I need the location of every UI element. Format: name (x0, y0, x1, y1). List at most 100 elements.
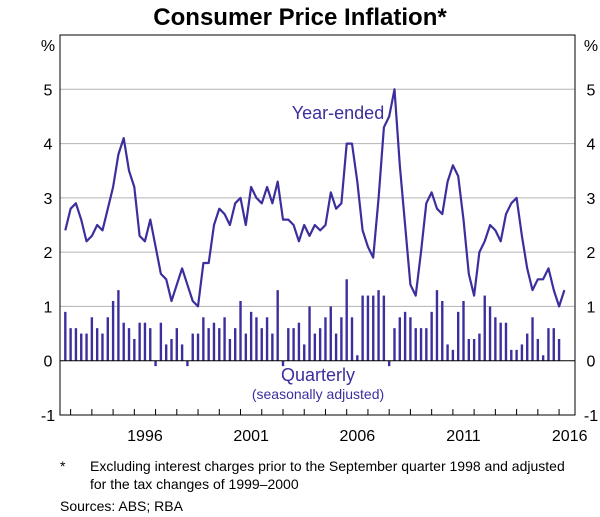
quarterly-bar (340, 317, 343, 361)
quarterly-bar (149, 328, 152, 361)
quarterly-bar (414, 328, 417, 361)
quarterly-bar (64, 311, 67, 361)
quarterly-bar (218, 328, 221, 361)
quarterly-bar (249, 311, 253, 361)
year-ended-line (64, 88, 566, 308)
quarterly-bar (186, 360, 189, 367)
y-tick-label-right: -1 (584, 408, 598, 425)
y-tick-label-left: 5 (44, 82, 53, 99)
quarterly-bar (308, 306, 311, 361)
quarterly-bar (510, 349, 513, 361)
quarterly-bar (106, 317, 109, 361)
quarterly-bar (531, 317, 534, 361)
quarterly-bar (526, 333, 529, 361)
quarterly-bar (234, 328, 237, 361)
y-tick-label-left: 4 (44, 137, 53, 154)
quarterly-bar (361, 295, 364, 361)
quarterly-bar (287, 328, 290, 361)
quarterly-bar (111, 301, 115, 361)
y-unit-right: % (584, 38, 598, 55)
quarterly-bar (478, 333, 481, 361)
quarterly-bar (329, 306, 332, 361)
y-unit-left: % (41, 38, 55, 55)
quarterly-bar (425, 328, 428, 361)
quarterly-bar (122, 322, 125, 361)
quarterly-bar (345, 279, 348, 361)
quarterly-bar (117, 290, 120, 361)
quarterly-bar (260, 328, 263, 361)
quarterly-bar (255, 317, 258, 361)
quarterly-bar (154, 360, 157, 367)
quarterly-bar (239, 301, 242, 361)
quarterly-bar (80, 333, 83, 361)
quarterly-bar (175, 328, 178, 361)
quarterly-bar (202, 317, 205, 361)
quarterly-bar (403, 311, 407, 361)
x-tick-label: 2006 (340, 428, 376, 445)
quarterly-bar (536, 339, 540, 361)
quarterly-bar (244, 333, 248, 361)
quarterly-sublabel: (seasonally adjusted) (252, 386, 384, 402)
quarterly-bar (133, 339, 136, 361)
quarterly-bar (451, 349, 455, 361)
x-tick-labels: 1996 2001 2006 2011 2016 (127, 428, 587, 445)
quarterly-bar (212, 322, 216, 361)
quarterly-bar (372, 295, 375, 361)
quarterly-bar (271, 333, 274, 361)
quarterly-bar (356, 355, 359, 361)
quarterly-bar (138, 322, 141, 361)
quarterly-bar (547, 328, 550, 361)
quarterly-bar (366, 295, 370, 361)
year-ended-label: Year-ended (292, 103, 384, 123)
quarterly-bar (409, 317, 412, 361)
quarterly-bar (95, 328, 99, 361)
quarterly-bar (90, 317, 94, 361)
quarterly-bar (313, 333, 317, 361)
quarterly-bar (324, 317, 327, 361)
quarterly-bar (207, 328, 210, 361)
quarterly-bar (159, 322, 163, 361)
quarterly-bar (382, 295, 386, 361)
quarterly-bar (520, 344, 524, 361)
quarterly-bar (499, 322, 502, 361)
y-tick-label-left: 0 (44, 354, 53, 371)
chart-title: Consumer Price Inflation* (153, 4, 447, 31)
quarterly-bar (441, 301, 444, 361)
quarterly-bar (435, 290, 439, 361)
quarterly-bars (64, 279, 561, 367)
quarterly-bar (292, 328, 295, 361)
quarterly-bar (504, 322, 508, 361)
sources: Sources: ABS; RBA (60, 498, 183, 514)
quarterly-bar (281, 360, 285, 367)
quarterly-bar (350, 317, 354, 361)
footnote-marker: * (60, 458, 66, 474)
footnote-text: Excluding interest charges prior to the … (90, 458, 565, 492)
y-tick-label-right: 5 (587, 82, 596, 99)
y-tick-label-left: -1 (41, 408, 55, 425)
quarterly-bar (488, 306, 492, 361)
quarterly-bar (515, 349, 518, 361)
quarterly-bar (457, 311, 460, 361)
quarterly-bar (472, 339, 476, 361)
quarterly-bar (143, 322, 147, 361)
quarterly-bar (196, 333, 200, 361)
quarterly-bar (265, 317, 269, 361)
quarterly-bar (297, 322, 301, 361)
quarterly-bar (191, 333, 194, 361)
quarterly-bar (276, 290, 279, 361)
x-tick-label: 2001 (233, 428, 269, 445)
y-tick-label-left: 2 (44, 245, 53, 262)
x-tick-label: 2016 (552, 428, 588, 445)
quarterly-bar (393, 328, 396, 361)
y-tick-label-right: 4 (587, 137, 596, 154)
quarterly-label: Quarterly (281, 365, 355, 385)
quarterly-bar (69, 328, 72, 361)
quarterly-bar (303, 344, 306, 361)
quarterly-bar (180, 344, 184, 361)
quarterly-bar (377, 290, 380, 361)
quarterly-bar (462, 301, 465, 361)
quarterly-bar (557, 339, 561, 361)
x-tick-label: 2011 (446, 428, 481, 445)
plot-frame (59, 34, 576, 416)
